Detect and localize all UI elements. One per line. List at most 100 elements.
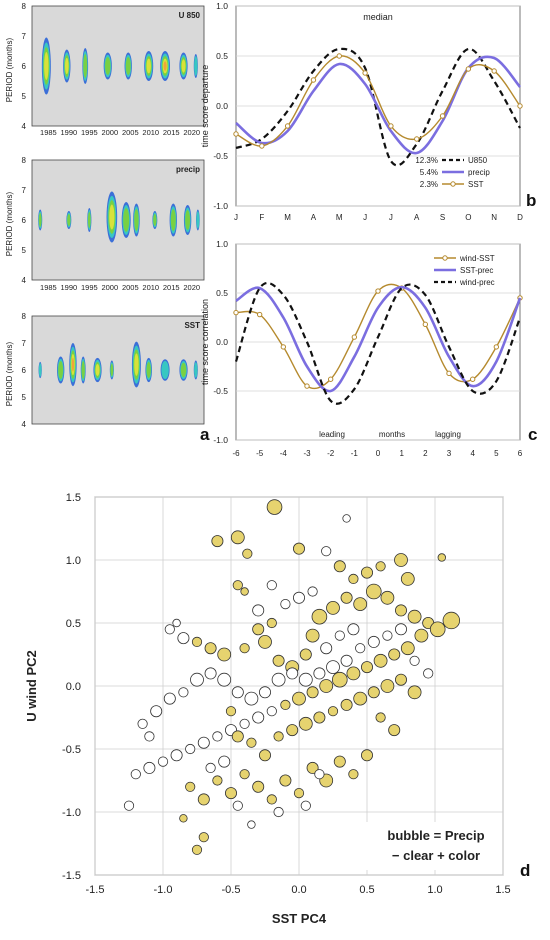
heatmap-tag-a2: precip bbox=[176, 165, 200, 174]
heatmap-blob-a3-10-l1 bbox=[194, 362, 198, 378]
scatter-point-43 bbox=[319, 679, 334, 693]
heatmap-blob-a1-1-l3 bbox=[65, 57, 69, 75]
line-ytick-c-2: 0.0 bbox=[216, 337, 228, 347]
heatmap-xtick-a2-2: 1995 bbox=[81, 283, 98, 292]
heatmap-blob-a3-6-l3 bbox=[134, 353, 139, 376]
scatter-point-114 bbox=[327, 706, 339, 717]
heatmap-ytick-a3-4: 8 bbox=[22, 312, 27, 321]
line-xtick-b-4: M bbox=[336, 213, 343, 222]
scatter-point-49 bbox=[239, 718, 250, 729]
series-point-b-2-5 bbox=[362, 70, 368, 76]
scatter-point-83 bbox=[197, 793, 210, 806]
line-xtick-b-8: S bbox=[440, 213, 445, 222]
chart-title-b: median bbox=[363, 12, 393, 22]
scatter-point-119 bbox=[394, 673, 407, 686]
scatter-xtick-6: 1.5 bbox=[495, 884, 510, 896]
heatmap-blob-a2-9-l1 bbox=[196, 211, 200, 229]
heatmap-xtick-a2-0: 1985 bbox=[40, 283, 57, 292]
scatter-point-27 bbox=[340, 591, 353, 604]
series-point-b-2-3 bbox=[310, 77, 317, 83]
scatter-point-76 bbox=[355, 643, 366, 654]
scatter-point-80 bbox=[409, 655, 420, 666]
series-point-c-0-6 bbox=[375, 288, 381, 294]
scatter-point-44 bbox=[306, 686, 319, 699]
heatmap-blob-a3-8-l1 bbox=[161, 361, 169, 379]
scatter-point-86 bbox=[239, 769, 250, 780]
line-ytick-c-1: -0.5 bbox=[213, 386, 228, 396]
scatter-point-116 bbox=[353, 691, 368, 706]
scatter-point-78 bbox=[382, 630, 393, 641]
heatmap-blob-a1-0-l3 bbox=[44, 52, 49, 80]
scatter-point-39 bbox=[373, 653, 388, 668]
scatter-point-51 bbox=[212, 731, 223, 742]
scatter-point-107 bbox=[231, 730, 244, 743]
line-xtick-b-6: J bbox=[389, 213, 393, 222]
heatmap-xtick-a1-0: 1985 bbox=[40, 128, 57, 137]
heatmap-blob-a3-5-l2 bbox=[110, 363, 114, 377]
heatmap-ytick-a1-3: 7 bbox=[22, 32, 27, 41]
scatter-point-6 bbox=[321, 546, 332, 557]
scatter-point-8 bbox=[232, 580, 243, 591]
series-line-b-1 bbox=[235, 55, 522, 155]
heatmap-xtick-a1-1: 1990 bbox=[61, 128, 78, 137]
scatter-point-1 bbox=[211, 535, 224, 548]
heatmap-blob-a2-5-l2 bbox=[134, 209, 139, 231]
legend-label-b-0: U850 bbox=[468, 156, 488, 165]
heatmap-xtick-a2-7: 2020 bbox=[183, 283, 200, 292]
scatter-point-59 bbox=[137, 718, 148, 729]
heatmap-ytick-a2-4: 8 bbox=[22, 156, 27, 165]
scatter-point-89 bbox=[279, 774, 292, 787]
scatter-point-124 bbox=[360, 566, 373, 579]
scatter-point-47 bbox=[266, 706, 277, 717]
line-xtick-b-11: D bbox=[517, 213, 523, 222]
scatter-point-127 bbox=[375, 561, 386, 572]
panel-letter-b: b bbox=[526, 191, 536, 210]
annotation-months: months bbox=[379, 430, 405, 439]
scatter-ytick-5: 1.0 bbox=[66, 555, 81, 567]
scatter-ytick-3: 0.0 bbox=[66, 681, 81, 693]
series-point-c-0-11 bbox=[493, 344, 500, 350]
heatmap-xtick-a2-1: 1990 bbox=[61, 283, 78, 292]
scatter-xtick-2: -0.5 bbox=[222, 884, 241, 896]
scatter-point-90 bbox=[293, 787, 305, 799]
scatter-point-60 bbox=[144, 731, 155, 742]
legend-pct-b-2: 2.3% bbox=[420, 180, 438, 189]
heatmap-blob-a3-1-l2 bbox=[58, 361, 64, 379]
legend-label-b-1: precip bbox=[468, 168, 490, 177]
series-point-c-0-5 bbox=[351, 334, 358, 340]
scatter-point-7 bbox=[240, 587, 249, 596]
series-point-c-0-9 bbox=[446, 370, 452, 377]
heatmap-xtick-a2-5: 2010 bbox=[142, 283, 159, 292]
scatter-point-120 bbox=[407, 685, 422, 700]
scatter-point-30 bbox=[380, 590, 395, 605]
scatter-point-88 bbox=[266, 794, 277, 805]
series-point-b-2-7 bbox=[414, 136, 420, 142]
scatter-ytick-6: 1.5 bbox=[66, 492, 81, 504]
scatter-point-67 bbox=[231, 686, 244, 699]
scatter-point-115 bbox=[340, 698, 353, 711]
series-point-c-0-8 bbox=[422, 321, 429, 328]
line-xtick-c-12: 6 bbox=[518, 449, 523, 458]
heatmap-ytick-a2-3: 7 bbox=[22, 186, 27, 195]
scatter-point-104 bbox=[218, 755, 231, 768]
line-xtick-b-7: A bbox=[414, 213, 420, 222]
heatmap-blob-a1-3-l2 bbox=[105, 57, 111, 75]
heatmap-blob-a2-6-l2 bbox=[153, 214, 157, 226]
heatmap-xtick-a1-5: 2010 bbox=[142, 128, 159, 137]
heatmap-frame-a2 bbox=[31, 159, 205, 281]
panel-letter-d: d bbox=[520, 861, 530, 880]
scatter-xtick-0: -1.5 bbox=[86, 884, 105, 896]
series-point-b-2-8 bbox=[439, 113, 446, 119]
line-xtick-c-2: -4 bbox=[280, 449, 288, 458]
legend-marker-b-2 bbox=[450, 181, 456, 187]
scatter-point-95 bbox=[360, 749, 373, 762]
heatmap-blob-a1-8-l1 bbox=[194, 56, 198, 76]
scatter-point-9 bbox=[394, 553, 408, 567]
series-point-b-2-9 bbox=[465, 66, 472, 72]
annotation-leading: leading bbox=[319, 430, 345, 439]
scatter-point-53 bbox=[185, 743, 196, 755]
scatter-point-31 bbox=[394, 604, 407, 617]
scatter-ytick-1: -1.0 bbox=[62, 807, 81, 819]
series-point-c-0-1 bbox=[256, 311, 263, 318]
